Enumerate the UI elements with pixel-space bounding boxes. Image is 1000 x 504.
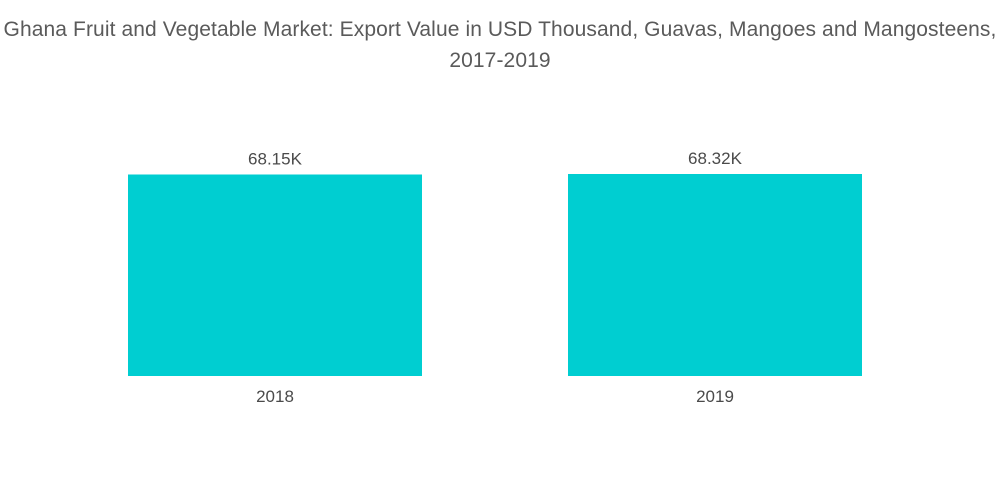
x-tick-label-2019: 2019 [696,387,734,406]
chart-title: Ghana Fruit and Vegetable Market: Export… [3,18,997,72]
bar-2019 [568,174,862,376]
x-tick-label-2018: 2018 [256,387,294,406]
labels-layer: 68.15K 2018 68.32K 2019 [248,149,743,406]
bar-2018 [128,174,422,376]
data-label-2019: 68.32K [688,149,743,168]
bars-layer [128,174,862,376]
data-label-2018: 68.15K [248,150,303,169]
